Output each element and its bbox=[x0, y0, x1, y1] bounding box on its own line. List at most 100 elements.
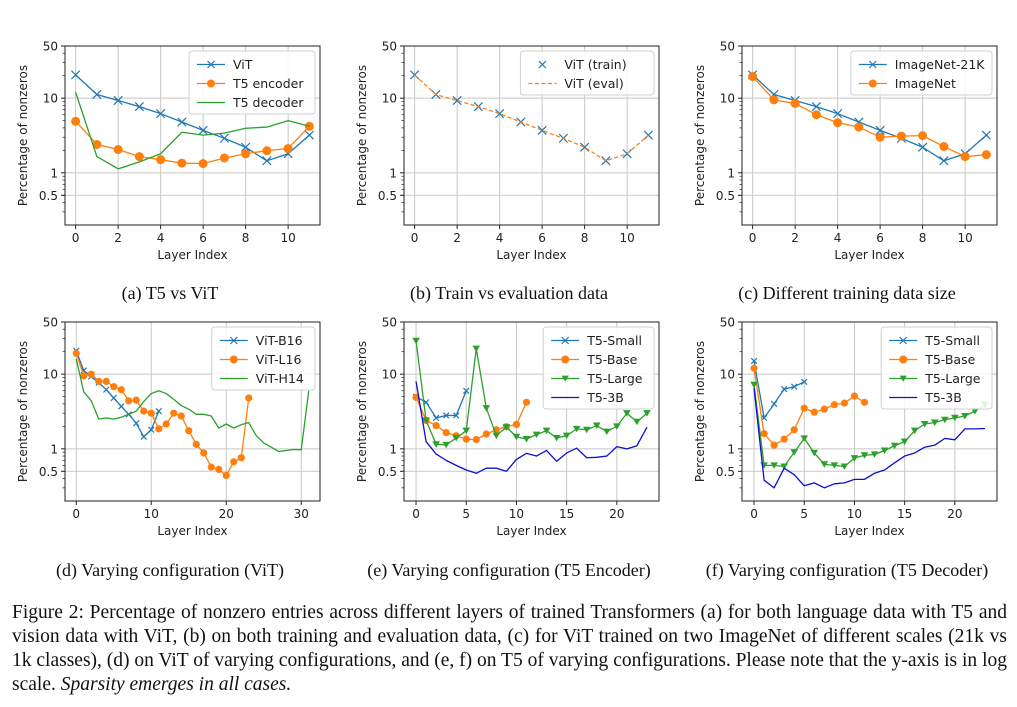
y-tick-label: 1 bbox=[50, 166, 58, 180]
y-tick-label: 1 bbox=[389, 166, 397, 180]
x-marker-stroke bbox=[80, 367, 87, 374]
data-point bbox=[833, 109, 843, 119]
x-marker-stroke bbox=[103, 386, 110, 393]
data-point bbox=[750, 381, 758, 389]
x-marker-stroke bbox=[770, 400, 778, 408]
y-tick-label: 10 bbox=[382, 92, 397, 106]
y-tick-label: 10 bbox=[43, 92, 58, 106]
series-t5-3b bbox=[415, 381, 648, 474]
data-point bbox=[156, 155, 166, 165]
legend: ViT (train) ViT (eval) bbox=[519, 50, 655, 96]
data-point bbox=[241, 149, 251, 159]
legend-item: ImageNet-21K bbox=[858, 57, 985, 72]
data-point bbox=[262, 156, 272, 166]
plot-frame bbox=[64, 45, 321, 226]
chart-panel-b: 0 2 4 6 8 10 0.5 1 10 50 Layer Index Percentage of … bbox=[339, 30, 679, 279]
data-point bbox=[133, 420, 140, 427]
data-point bbox=[810, 408, 818, 416]
legend-label: ImageNet bbox=[895, 76, 956, 91]
y-tick-label: 0.5 bbox=[378, 465, 397, 479]
x-tick-label: 20 bbox=[609, 507, 624, 521]
legend-item: T5-Large bbox=[551, 371, 643, 386]
y-axis: 0.5 1 10 50 bbox=[378, 316, 404, 479]
data-point bbox=[981, 130, 991, 140]
x-tick-label: 10 bbox=[847, 507, 862, 521]
data-point bbox=[810, 449, 819, 457]
data-point bbox=[750, 364, 758, 372]
data-point bbox=[930, 419, 939, 426]
data-point bbox=[830, 401, 838, 409]
x-tick-label: 30 bbox=[294, 507, 309, 521]
x-axis: 0 2 4 6 8 10 bbox=[411, 225, 635, 245]
x-marker-stroke bbox=[833, 109, 843, 119]
series-line bbox=[75, 350, 160, 438]
chart-a: 0 2 4 6 8 10 0.5 1 10 50 Layer Index Percentage of … bbox=[16, 40, 321, 262]
data-point bbox=[241, 142, 251, 152]
x-marker-stroke bbox=[601, 156, 611, 166]
x-marker-stroke bbox=[241, 142, 251, 152]
x-marker-stroke bbox=[811, 102, 821, 112]
data-point bbox=[623, 410, 631, 417]
x-tick-label: 2 bbox=[453, 231, 461, 245]
x-marker-stroke bbox=[118, 403, 125, 410]
x-marker-stroke bbox=[790, 383, 798, 390]
legend-item: ViT-H14 bbox=[219, 371, 304, 386]
x-tick-label: 0 bbox=[72, 507, 80, 521]
y-axis-label: Percentage of nonzeros bbox=[16, 341, 30, 482]
data-point bbox=[422, 417, 430, 424]
series-t5-large bbox=[412, 337, 651, 449]
legend-item: ViT-B16 bbox=[219, 333, 303, 348]
y-axis: 0.5 1 10 50 bbox=[39, 40, 65, 203]
series-imagenet bbox=[748, 72, 991, 162]
data-point bbox=[463, 387, 470, 394]
series-vit-l16 bbox=[72, 349, 253, 480]
x-marker-stroke bbox=[219, 133, 229, 143]
data-point bbox=[452, 95, 462, 106]
x-tick-label: 6 bbox=[538, 231, 546, 245]
data-point bbox=[237, 454, 245, 462]
data-point bbox=[918, 142, 928, 152]
legend-box bbox=[519, 50, 655, 96]
data-point bbox=[92, 139, 102, 149]
data-point bbox=[522, 398, 531, 406]
data-point bbox=[134, 102, 144, 112]
y-axis-label: Percentage of nonzeros bbox=[355, 341, 369, 482]
data-point bbox=[780, 435, 788, 443]
data-point bbox=[780, 463, 788, 470]
x-tick-label: 8 bbox=[919, 231, 927, 245]
data-point bbox=[155, 425, 163, 433]
x-marker-stroke bbox=[177, 117, 187, 127]
x-marker-stroke bbox=[304, 130, 314, 140]
chart-e: 0 5 10 15 20 0.5 1 10 50 Layer Index Percentage of… bbox=[355, 316, 660, 538]
x-marker-stroke bbox=[134, 102, 144, 112]
data-point bbox=[840, 399, 849, 407]
legend-label: T5-3B bbox=[586, 390, 624, 405]
y-tick-label: 50 bbox=[382, 316, 397, 330]
series-line bbox=[752, 74, 987, 162]
legend-item: T5-Small bbox=[889, 333, 980, 348]
legend-box bbox=[880, 326, 993, 410]
x-tick-label: 10 bbox=[957, 231, 972, 245]
x-marker-stroke bbox=[113, 95, 123, 106]
series-t5-3b bbox=[753, 388, 985, 489]
data-point bbox=[633, 418, 641, 426]
y-tick-label: 10 bbox=[720, 368, 735, 382]
chart-f: 0 5 10 15 20 0.5 1 10 50 Layer Index Percentage of… bbox=[693, 316, 998, 538]
data-point bbox=[918, 131, 928, 141]
x-tick-label: 10 bbox=[619, 231, 634, 245]
y-tick-label: 10 bbox=[382, 368, 397, 382]
data-point bbox=[562, 432, 571, 440]
x-axis: 0 2 4 6 8 10 bbox=[72, 225, 296, 245]
data-point bbox=[811, 110, 821, 120]
data-point bbox=[601, 156, 611, 166]
data-point bbox=[790, 426, 798, 434]
legend-box bbox=[211, 326, 316, 391]
data-point bbox=[156, 109, 166, 119]
y-axis: 0.5 1 10 50 bbox=[716, 40, 742, 203]
series-group bbox=[72, 347, 310, 480]
y-tick-label: 10 bbox=[720, 92, 735, 106]
data-point bbox=[71, 116, 81, 126]
legend-label: ViT-H14 bbox=[256, 371, 304, 386]
data-point bbox=[71, 70, 81, 80]
data-point bbox=[800, 404, 808, 412]
